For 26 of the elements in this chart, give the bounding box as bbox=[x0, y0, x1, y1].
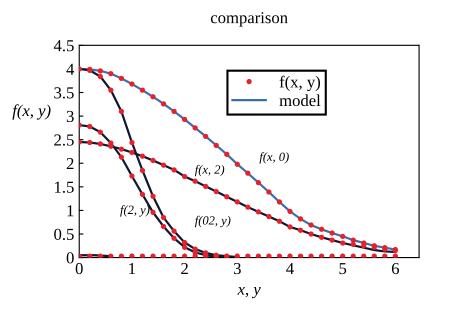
x-tick-label: 1 bbox=[129, 263, 136, 274]
y-tick-label: 1.5 bbox=[55, 182, 74, 193]
legend-label: f(x, y) bbox=[280, 76, 320, 91]
annotation: f(02, y) bbox=[194, 216, 230, 228]
legend-label: model bbox=[279, 94, 320, 106]
x-axis-title: x, y bbox=[237, 286, 261, 298]
y-tick-label: 3 bbox=[66, 110, 74, 122]
y-tick-label: 3.5 bbox=[54, 87, 74, 99]
y-axis-title: f(x, y) bbox=[12, 104, 51, 120]
y-tick-label: 1 bbox=[68, 205, 74, 216]
y-tick-label: 0 bbox=[66, 252, 74, 264]
y-tick-label: 4 bbox=[66, 64, 74, 75]
x-tick-label: 0 bbox=[76, 262, 83, 274]
annotation: f(x, 2) bbox=[194, 164, 224, 176]
annotation: f(2, y) bbox=[120, 205, 150, 217]
x-tick-label: 4 bbox=[286, 263, 294, 274]
y-tick-label: 2.5 bbox=[54, 134, 74, 146]
x-tick-label: 3 bbox=[234, 262, 241, 274]
y-tick-label: 2 bbox=[66, 158, 74, 170]
annotation: f(x, 0) bbox=[259, 152, 289, 164]
y-tick-label: 4.5 bbox=[54, 40, 74, 52]
y-tick-label: 0.5 bbox=[54, 228, 74, 240]
x-tick-label: 2 bbox=[181, 262, 188, 274]
x-tick-label: 6 bbox=[392, 262, 400, 274]
chart-title: comparison bbox=[210, 12, 288, 27]
x-tick-label: 5 bbox=[339, 263, 346, 274]
